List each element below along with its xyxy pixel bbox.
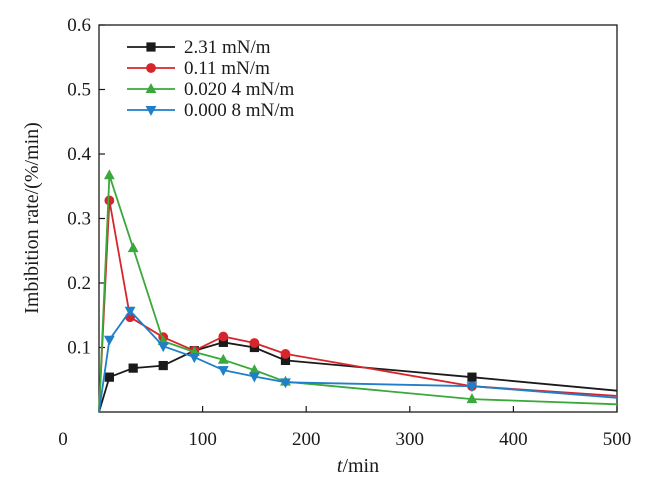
x-axis-ticks: 100 200 300 400 500 (188, 406, 631, 450)
data-point (157, 342, 169, 353)
data-point (158, 360, 168, 371)
legend-marker (146, 63, 156, 73)
series-line (98, 341, 618, 413)
y-tick-label: 0.2 (67, 273, 91, 294)
data-point (249, 338, 260, 348)
x-axis-label: t/min (337, 455, 379, 477)
plot-frame (98, 24, 618, 413)
series-line (98, 174, 618, 413)
legend-item: 0.020 4 mN/m (127, 79, 295, 100)
data-point (128, 363, 138, 373)
data-point (188, 353, 200, 364)
legend-item: 0.11 mN/m (127, 58, 270, 79)
data-point (467, 372, 477, 382)
y-tick-label: 0.4 (67, 144, 91, 165)
legend-marker (146, 42, 156, 52)
legend-label: 2.31 mN/m (184, 37, 271, 58)
y-tick-label: 0.6 (67, 15, 91, 36)
data-point (124, 306, 136, 317)
data-point (104, 195, 115, 206)
x-tick-label: 300 (396, 429, 425, 450)
data-point (466, 382, 478, 393)
data-point (280, 378, 291, 389)
x-tick-label: 200 (292, 429, 321, 450)
legend-label: 0.000 8 mN/m (184, 100, 295, 121)
y-tick-label: 0.1 (67, 338, 91, 359)
x-tick-label: 500 (603, 429, 632, 450)
data-point (104, 372, 114, 382)
legend: 2.31 mN/m0.11 mN/m0.020 4 mN/m0.000 8 mN… (127, 37, 295, 121)
data-point (103, 335, 115, 346)
legend-marker (145, 106, 157, 116)
y-axis-ticks: 0.1 0.2 0.3 0.4 0.5 0.6 (67, 15, 105, 359)
data-point (280, 349, 291, 359)
data-point (218, 331, 229, 342)
x-axis-label-variable: t (337, 455, 343, 477)
series-line (98, 309, 618, 413)
data-point (127, 242, 139, 253)
data-point (217, 353, 229, 364)
legend-item: 2.31 mN/m (127, 37, 271, 58)
data-point (248, 372, 260, 383)
y-tick-label: 0.3 (67, 209, 91, 230)
series-1 (98, 195, 618, 413)
legend-item: 0.000 8 mN/m (127, 100, 295, 121)
legend-label: 0.020 4 mN/m (184, 79, 295, 100)
series-3 (98, 306, 618, 413)
series-2 (98, 169, 618, 413)
x-tick-label: 100 (188, 429, 217, 450)
series-line (98, 199, 618, 413)
legend-label: 0.11 mN/m (184, 58, 270, 79)
legend-marker (145, 83, 157, 93)
y-axis-label: Imbibition rate/(%/min) (21, 122, 43, 314)
y-tick-label: 0.5 (67, 80, 91, 101)
series-layer (98, 169, 618, 413)
x-origin-label: 0 (58, 429, 68, 450)
data-point (217, 366, 229, 377)
data-point (466, 393, 478, 404)
x-axis-label-unit: /min (342, 455, 379, 477)
x-tick-label: 400 (499, 429, 528, 450)
data-point (103, 169, 115, 180)
